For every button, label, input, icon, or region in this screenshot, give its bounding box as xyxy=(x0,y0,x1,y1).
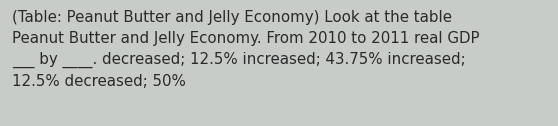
Text: (Table: Peanut Butter and Jelly Economy) Look at the table
Peanut Butter and Jel: (Table: Peanut Butter and Jelly Economy)… xyxy=(12,10,479,89)
